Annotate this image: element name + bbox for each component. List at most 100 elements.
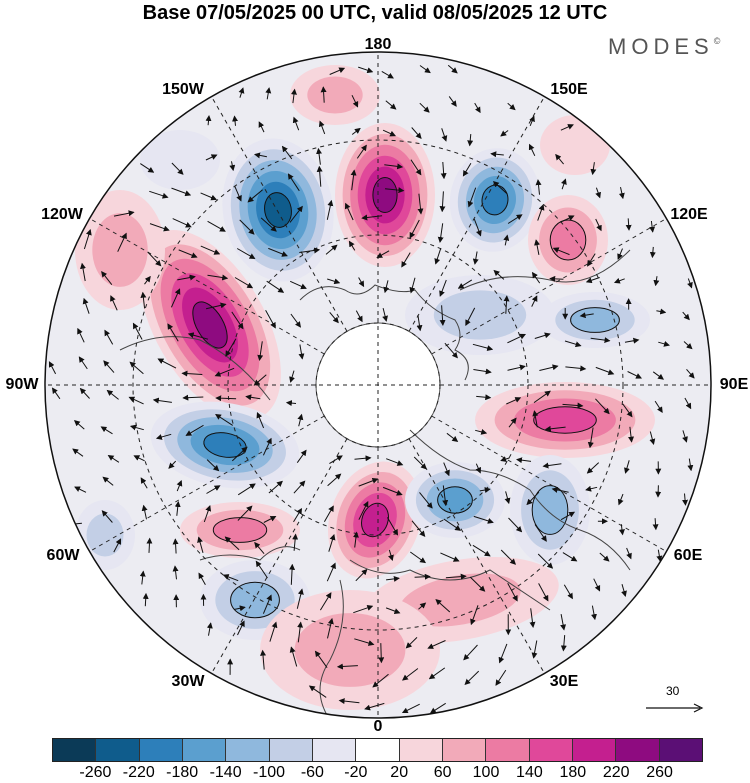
wind-arrow <box>507 333 527 344</box>
wind-arrow <box>144 275 151 285</box>
wind-arrow <box>378 643 385 664</box>
wind-arrow <box>385 607 401 614</box>
colorbar-swatch <box>571 739 616 761</box>
wind-arrow <box>281 145 293 160</box>
wind-arrow <box>534 239 540 255</box>
wind-arrow <box>528 143 536 157</box>
wind-arrow <box>401 703 420 714</box>
wind-arrow <box>409 277 416 294</box>
wind-arrow <box>113 210 135 217</box>
wind-arrow <box>418 602 427 610</box>
wind-arrow <box>287 173 300 192</box>
wind-arrow <box>129 424 144 431</box>
wind-arrow <box>516 457 532 464</box>
wind-arrow <box>358 66 374 74</box>
meridian-line <box>211 438 348 674</box>
lon-label-30w: 30W <box>171 673 205 690</box>
lon-label-180: 180 <box>364 36 392 53</box>
wind-arrow <box>448 96 457 107</box>
wind-arrow <box>563 584 573 600</box>
wind-arrow <box>142 592 149 607</box>
wind-arrow <box>48 361 57 375</box>
wind-arrow <box>590 162 597 176</box>
wind-arrow <box>168 460 177 469</box>
wind-arrow <box>257 341 264 361</box>
wind-arrow <box>260 649 267 670</box>
wind-arrow <box>429 702 446 714</box>
wind-arrow <box>383 280 390 294</box>
wind-arrow <box>503 234 510 246</box>
wind-arrow <box>203 505 212 523</box>
colorbar-tick-label: -180 <box>166 764 199 781</box>
wind-arrow <box>498 643 508 664</box>
colorbar-swatch <box>181 739 226 761</box>
colorbar-tick-label: -20 <box>344 764 368 781</box>
colorbar-swatch <box>225 739 269 761</box>
wind-arrow <box>258 121 265 133</box>
wind-arrow <box>238 87 245 98</box>
wind-arrow <box>338 698 360 705</box>
colorbar-tick-label: -100 <box>252 764 286 781</box>
wind-arrow <box>562 402 584 409</box>
wind-arrow <box>382 307 388 322</box>
wind-arrow <box>225 338 237 357</box>
wind-arrow <box>682 311 690 321</box>
wind-arrow <box>385 100 397 110</box>
wind-arrow <box>472 544 491 557</box>
wind-arrow <box>474 102 481 114</box>
wind-arrow <box>503 295 510 314</box>
wind-arrow <box>492 181 508 195</box>
negative-anomaly-contour <box>140 130 220 190</box>
wind-arrow <box>649 220 656 233</box>
positive-anomaly-contour <box>361 502 389 538</box>
wind-arrow <box>200 192 218 201</box>
wind-arrow <box>176 479 183 492</box>
wind-arrow <box>687 458 694 472</box>
wind-arrow <box>686 368 695 379</box>
wind-arrow <box>585 277 600 284</box>
chart-title: Base 07/05/2025 00 UTC, valid 08/05/2025… <box>142 2 608 24</box>
meridian-line <box>89 415 325 552</box>
wind-arrow <box>361 214 383 221</box>
colorbar-tick-label: -260 <box>79 764 112 781</box>
wind-arrow <box>447 64 458 74</box>
wind-arrow <box>500 130 509 137</box>
meridian-line <box>408 96 545 332</box>
wind-arrow <box>544 425 566 432</box>
wind-arrow <box>290 313 301 328</box>
wind-arrow <box>386 575 400 582</box>
wind-arrow <box>464 670 480 685</box>
wind-arrow <box>402 668 419 681</box>
wind-arrow <box>654 400 663 413</box>
meridian-line <box>431 415 667 552</box>
wind-arrow <box>200 245 221 255</box>
wind-arrow <box>414 573 431 580</box>
wind-arrow <box>555 153 564 165</box>
wind-arrow <box>560 635 567 652</box>
wind-arrow <box>439 279 447 297</box>
negative-anomaly-contour <box>531 485 569 535</box>
wind-arrow <box>106 389 119 400</box>
wind-arrow <box>649 431 656 445</box>
wind-arrow <box>682 430 688 443</box>
wind-arrow <box>198 572 206 585</box>
wind-arrow <box>591 605 597 621</box>
wind-arrow <box>388 549 394 562</box>
polar-map <box>44 51 712 719</box>
wind-arrow <box>446 432 459 443</box>
wind-arrow <box>507 102 516 111</box>
wind-arrow <box>565 365 587 372</box>
wind-arrow <box>172 218 192 228</box>
positive-anomaly-contour <box>533 406 597 434</box>
colorbar-swatch <box>441 739 486 761</box>
wind-arrow <box>475 428 488 435</box>
wind-arrow <box>82 297 90 314</box>
wind-arrow <box>353 604 374 614</box>
wind-arrow <box>269 621 278 642</box>
wind-arrow <box>472 251 479 265</box>
wind-arrow <box>585 485 598 492</box>
wind-arrow <box>364 702 385 711</box>
wind-arrow <box>132 322 143 340</box>
wind-arrow <box>77 327 85 343</box>
wind-arrow <box>434 248 442 265</box>
